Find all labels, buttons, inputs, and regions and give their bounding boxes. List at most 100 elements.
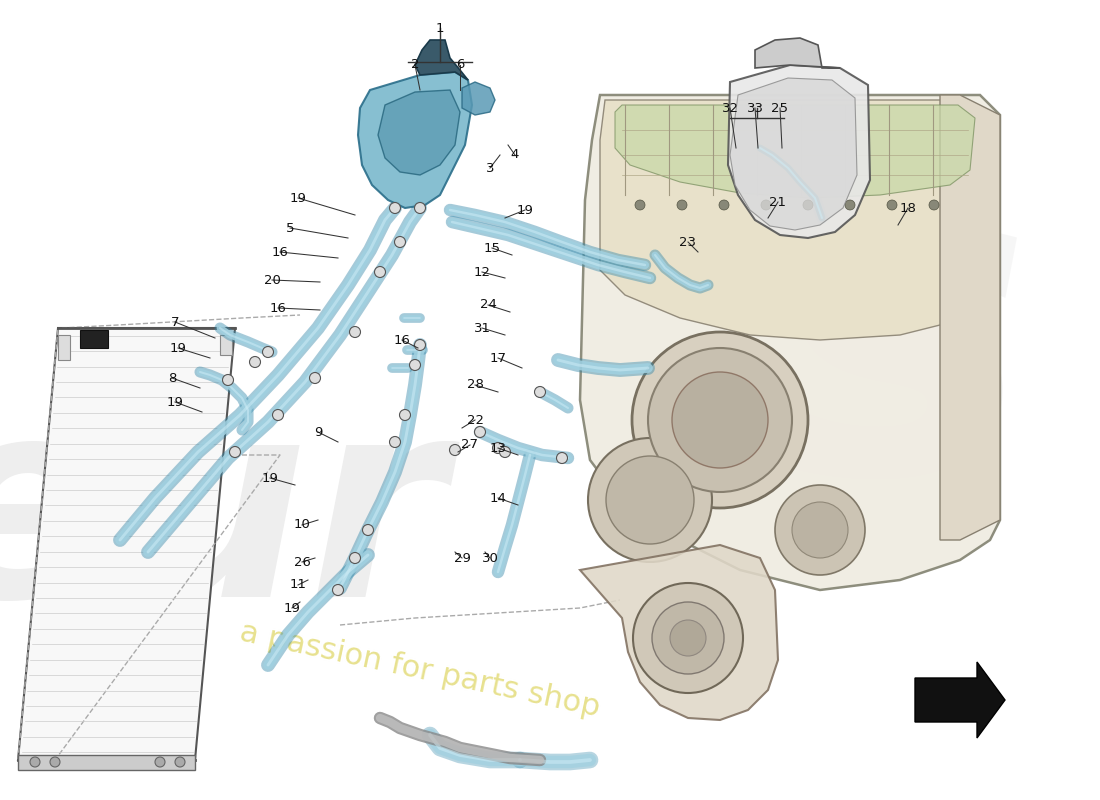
Circle shape: [803, 200, 813, 210]
Circle shape: [493, 442, 504, 454]
Circle shape: [632, 332, 808, 508]
Circle shape: [389, 437, 400, 447]
Circle shape: [776, 485, 865, 575]
Circle shape: [263, 346, 274, 358]
Circle shape: [415, 339, 426, 350]
Circle shape: [535, 386, 546, 398]
Circle shape: [652, 602, 724, 674]
Text: 31: 31: [473, 322, 491, 334]
Polygon shape: [580, 545, 778, 720]
Polygon shape: [600, 100, 980, 340]
Text: 10: 10: [294, 518, 310, 531]
Text: 16: 16: [394, 334, 410, 346]
Circle shape: [250, 357, 261, 367]
Polygon shape: [940, 95, 1000, 540]
Circle shape: [399, 410, 410, 421]
Circle shape: [363, 525, 374, 535]
Text: 26: 26: [294, 555, 310, 569]
Text: 25: 25: [771, 102, 789, 114]
Text: 22: 22: [466, 414, 484, 426]
Text: eur: eur: [0, 385, 447, 655]
Text: 29: 29: [453, 551, 471, 565]
Polygon shape: [730, 78, 857, 230]
Text: 16: 16: [270, 302, 286, 314]
Text: 11: 11: [289, 578, 307, 591]
Circle shape: [557, 453, 568, 463]
Text: 20: 20: [264, 274, 280, 286]
Circle shape: [30, 757, 40, 767]
Polygon shape: [378, 90, 460, 175]
Text: 30: 30: [482, 551, 498, 565]
Bar: [220, 335, 232, 355]
Circle shape: [273, 410, 284, 421]
Circle shape: [606, 456, 694, 544]
Text: 14: 14: [490, 491, 506, 505]
Text: 23: 23: [680, 235, 696, 249]
Bar: [18, 755, 195, 770]
Text: 13: 13: [490, 442, 506, 454]
Text: a passion for parts shop: a passion for parts shop: [238, 618, 603, 722]
Polygon shape: [415, 40, 468, 80]
Polygon shape: [358, 72, 472, 208]
Circle shape: [350, 326, 361, 338]
Text: 6: 6: [455, 58, 464, 71]
Polygon shape: [915, 662, 1005, 738]
Circle shape: [499, 446, 510, 458]
Text: 1: 1: [436, 22, 444, 34]
Bar: [80, 330, 108, 348]
Circle shape: [50, 757, 60, 767]
Circle shape: [350, 553, 361, 563]
Circle shape: [389, 202, 400, 214]
Text: 21: 21: [770, 195, 786, 209]
Circle shape: [450, 445, 461, 455]
Polygon shape: [580, 95, 1000, 590]
Bar: [58, 335, 70, 360]
Text: 12: 12: [473, 266, 491, 278]
Text: 5: 5: [286, 222, 295, 234]
Text: 33: 33: [747, 102, 763, 114]
Circle shape: [930, 200, 939, 210]
Text: 18: 18: [900, 202, 916, 214]
Polygon shape: [615, 105, 975, 198]
Polygon shape: [755, 38, 840, 68]
Text: 3: 3: [486, 162, 494, 174]
Circle shape: [588, 438, 712, 562]
Circle shape: [887, 200, 896, 210]
Text: 28: 28: [466, 378, 483, 391]
Circle shape: [632, 583, 743, 693]
Circle shape: [415, 202, 426, 214]
Circle shape: [676, 200, 688, 210]
Text: 19: 19: [262, 471, 278, 485]
Text: 19: 19: [169, 342, 186, 354]
Circle shape: [155, 757, 165, 767]
Text: 9: 9: [314, 426, 322, 438]
Text: 19: 19: [166, 395, 184, 409]
Text: 17: 17: [490, 351, 506, 365]
Polygon shape: [462, 82, 495, 115]
Circle shape: [474, 426, 485, 438]
Text: 32: 32: [722, 102, 738, 114]
Text: 8: 8: [168, 371, 176, 385]
Circle shape: [672, 372, 768, 468]
Circle shape: [635, 200, 645, 210]
Text: 16: 16: [272, 246, 288, 258]
Circle shape: [374, 266, 385, 278]
Text: 19: 19: [284, 602, 300, 614]
Circle shape: [845, 200, 855, 210]
Circle shape: [175, 757, 185, 767]
Text: 27: 27: [462, 438, 478, 451]
Text: 2: 2: [410, 58, 419, 71]
Circle shape: [409, 359, 420, 370]
Text: 4: 4: [510, 149, 519, 162]
Polygon shape: [728, 65, 870, 238]
Text: 19: 19: [517, 203, 534, 217]
Circle shape: [670, 620, 706, 656]
Circle shape: [222, 374, 233, 386]
Circle shape: [761, 200, 771, 210]
Circle shape: [309, 373, 320, 383]
Text: 7: 7: [170, 315, 179, 329]
Circle shape: [792, 502, 848, 558]
Circle shape: [719, 200, 729, 210]
Text: 19: 19: [289, 191, 307, 205]
Circle shape: [230, 446, 241, 458]
